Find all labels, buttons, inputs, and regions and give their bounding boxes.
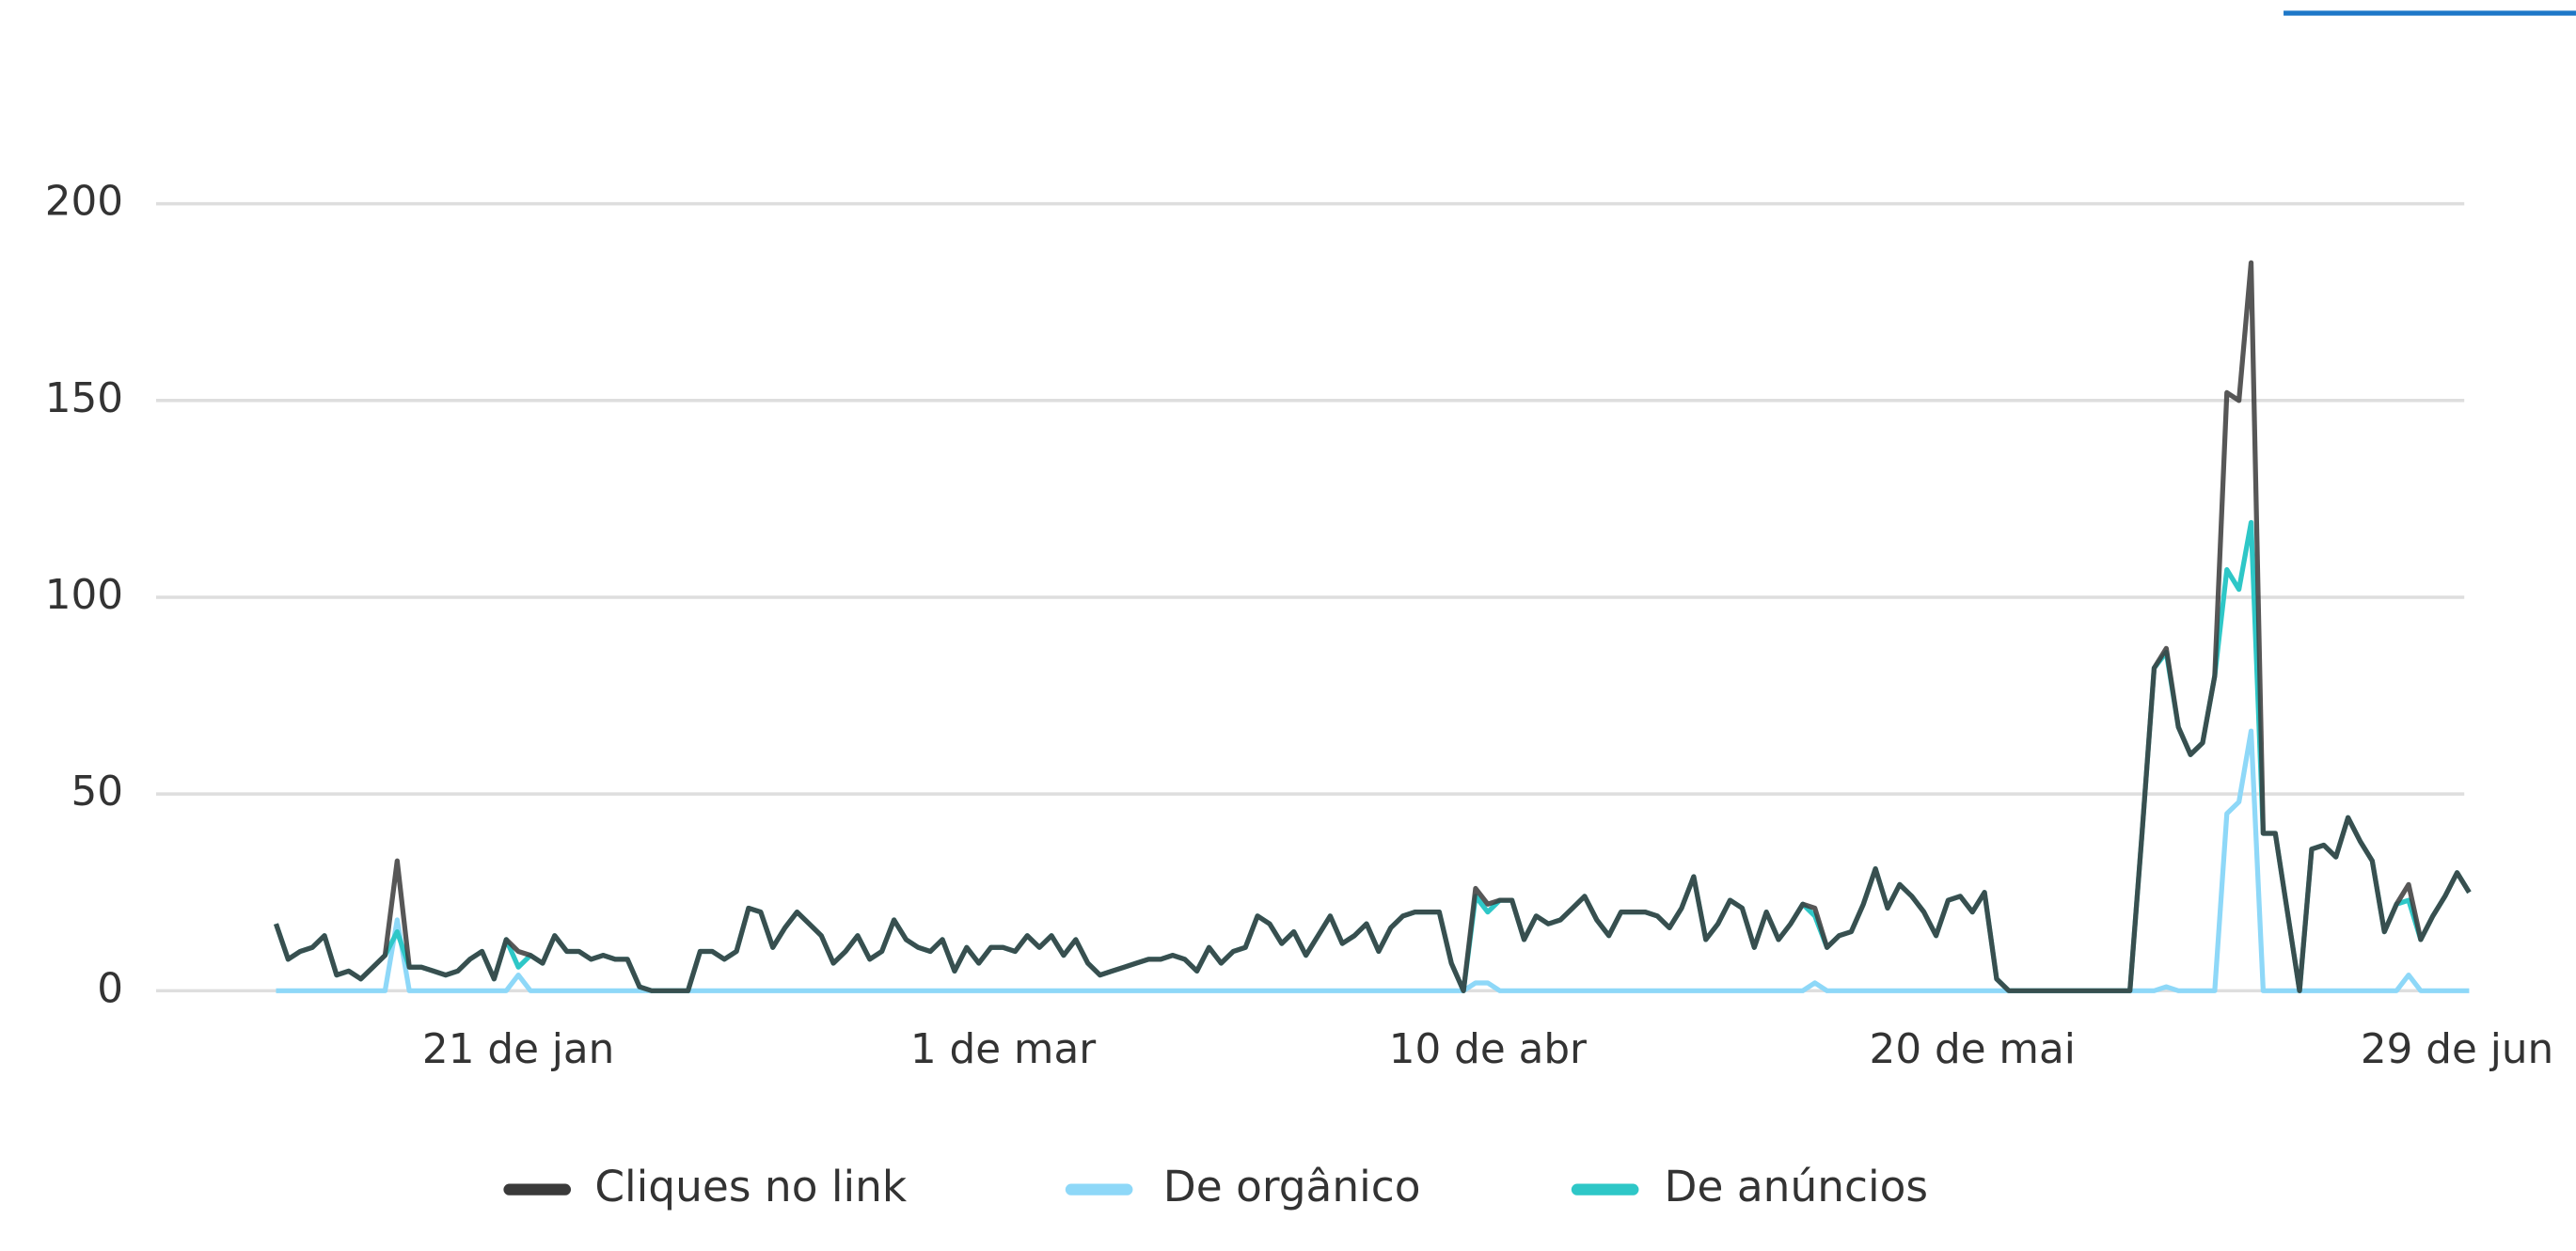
- y-tick-label: 50: [71, 768, 123, 816]
- legend-label: Cliques no link: [594, 1162, 908, 1211]
- x-tick-label: 20 de mai: [1870, 1025, 2076, 1073]
- grid: 0 50 100 150 200 21 de jan 1 de mar 10 de abr 20…: [45, 178, 2554, 1073]
- y-tick-label: 0: [97, 964, 123, 1012]
- x-tick-label: 1 de mar: [910, 1025, 1096, 1073]
- legend-label: De anúncios: [1665, 1162, 1929, 1211]
- x-tick-label: 29 de jun: [2361, 1025, 2553, 1073]
- y-tick-label: 150: [45, 374, 123, 422]
- legend: Cliques no link De orgânico De anúncios: [503, 1162, 1929, 1211]
- y-tick-label: 100: [45, 571, 123, 619]
- y-tick-label: 200: [45, 178, 123, 226]
- x-tick-label: 10 de abr: [1389, 1025, 1587, 1073]
- x-tick-label: 21 de jan: [422, 1025, 614, 1073]
- legend-label: De orgânico: [1163, 1162, 1421, 1211]
- series-line: [274, 260, 2472, 993]
- series-line: [274, 519, 2472, 993]
- plot: [274, 260, 2472, 993]
